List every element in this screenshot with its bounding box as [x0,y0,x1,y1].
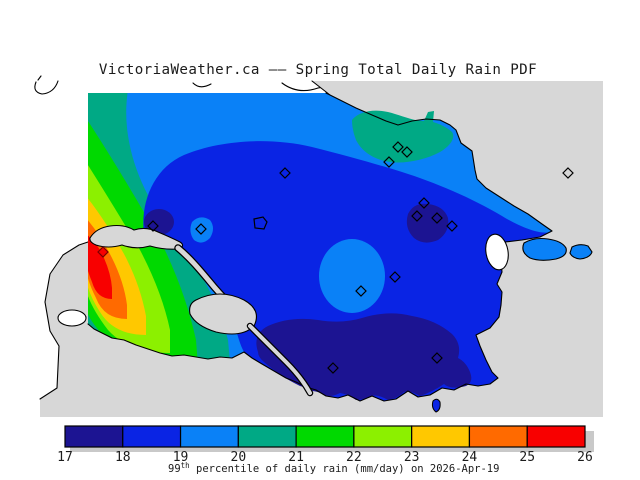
station-marker [431,212,443,224]
island-data-patch-east [569,244,593,260]
island-data-patch [522,237,567,261]
west-coastline [39,241,89,400]
station-markers [97,141,574,374]
colorbar-tick-label: 24 [462,450,478,465]
harbour-inlet [89,224,184,250]
islet-coastline-tick [37,75,42,81]
contour-pocket-19-20-small [190,217,213,243]
colorbar-cell [179,425,239,448]
data-region-coastline [87,92,553,402]
islet-coastline [34,80,59,95]
colorbar-cell [64,425,124,448]
colorbar-cell [353,425,413,448]
station-marker [401,146,413,158]
inlet-tail [248,324,312,395]
contour-band-17-18-west [144,209,174,235]
contour-band-17-18-south [256,313,472,400]
colorbar-tick-label: 19 [173,450,189,465]
station-marker [355,285,367,297]
north-coastline [311,80,331,96]
caption-rest: percentile of daily rain (mm/day) on 202… [190,463,500,475]
inlet-basin [189,293,257,335]
colorbar-tick-label: 18 [115,450,131,465]
colorbar-tick-label: 25 [519,450,535,465]
station-marker [446,220,458,232]
station-marker [431,352,443,364]
caption-superscript: th [181,461,190,470]
station-marker [327,362,339,374]
station-marker [195,223,207,235]
colorbar-cell [526,425,586,448]
lake-west [57,309,87,327]
station-marker [562,167,574,179]
contour-loop-marker [253,216,268,230]
station-marker [389,271,401,283]
coastal-drip [431,398,441,413]
page-title: VictoriaWeather.ca —— Spring Total Daily… [99,62,537,78]
contour-pocket-19-20 [319,239,385,313]
station-marker [383,156,395,168]
contour-band-25-26 [88,234,112,299]
colorbar-tick-label: 20 [231,450,247,465]
colorbar-cell [237,425,297,448]
colorbar-tick-label: 17 [57,450,73,465]
colorbar-cell [295,425,355,448]
station-marker [418,197,430,209]
colorbar-tick-label: 21 [288,450,304,465]
station-marker [279,167,291,179]
caption-base: 99 [168,463,181,475]
colorbar-cell [468,425,528,448]
coast-squiggle [192,82,212,88]
colorbar-tick-label: 23 [404,450,420,465]
station-marker-highlight [97,246,109,258]
colorbar-legend: 17 18 19 20 21 22 23 24 25 26 99th percentile of … [57,425,594,475]
contour-patch-20-21-saanich [352,110,454,163]
colorbar-tick-label: 22 [346,450,362,465]
colorbar-cells [64,425,586,448]
colorbar-cell [411,425,471,448]
lake-east [485,233,509,271]
colorbar-caption: 99th percentile of daily rain (mm/day) o… [168,461,499,475]
colorbar-tick-labels: 17 18 19 20 21 22 23 24 25 26 [57,450,593,465]
station-marker [411,210,423,222]
colorbar-cell [122,425,182,448]
colorbar-tick-label: 26 [577,450,593,465]
station-marker [392,141,404,153]
station-marker [147,220,159,232]
